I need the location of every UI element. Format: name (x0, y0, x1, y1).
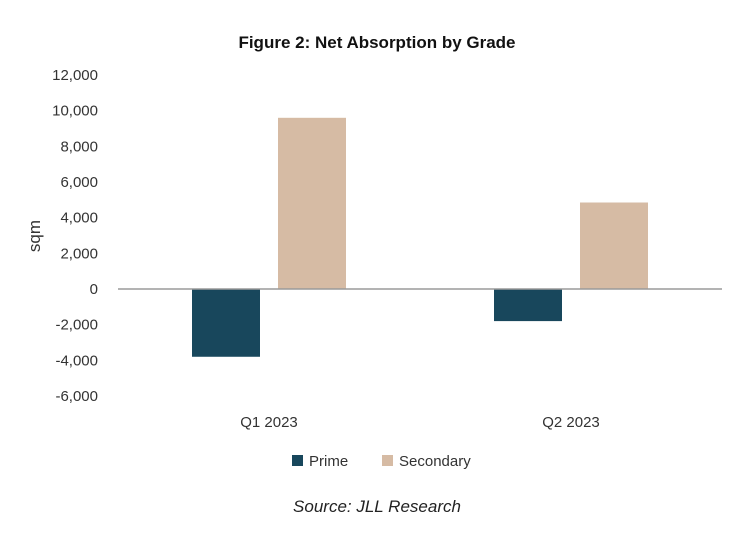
y-tick-label: 2,000 (60, 245, 98, 262)
y-tick-label: 6,000 (60, 174, 98, 191)
x-category-label: Q1 2023 (240, 414, 298, 431)
legend-label-prime: Prime (309, 453, 348, 470)
legend: Prime Secondary (292, 453, 471, 470)
bars (192, 117, 648, 357)
bar-secondary-1 (278, 117, 346, 289)
legend-swatch-secondary (382, 455, 393, 466)
y-tick-label: 8,000 (60, 138, 98, 155)
x-category-label: Q2 2023 (542, 414, 600, 431)
bar-secondary-2 (580, 202, 648, 289)
legend-swatch-prime (292, 455, 303, 466)
source-note: Source: JLL Research (293, 497, 461, 516)
y-tick-label: -4,000 (55, 352, 98, 369)
bar-prime-2 (494, 289, 562, 322)
y-tick-label: -2,000 (55, 317, 98, 334)
y-axis-label: sqm (25, 220, 44, 252)
legend-label-secondary: Secondary (399, 453, 471, 470)
y-tick-label: 4,000 (60, 210, 98, 227)
y-tick-label: -6,000 (55, 388, 98, 405)
y-tick-label: 0 (90, 281, 98, 298)
x-axis-labels: Q1 2023 Q2 2023 (240, 414, 600, 431)
y-tick-label: 10,000 (52, 103, 98, 120)
y-axis-ticks: 12,000 10,000 8,000 6,000 4,000 2,000 0 -2,000 -… (52, 67, 98, 405)
chart-title: Figure 2: Net Absorption by Grade (238, 33, 515, 52)
y-tick-label: 12,000 (52, 67, 98, 84)
bar-prime-1 (192, 289, 260, 357)
